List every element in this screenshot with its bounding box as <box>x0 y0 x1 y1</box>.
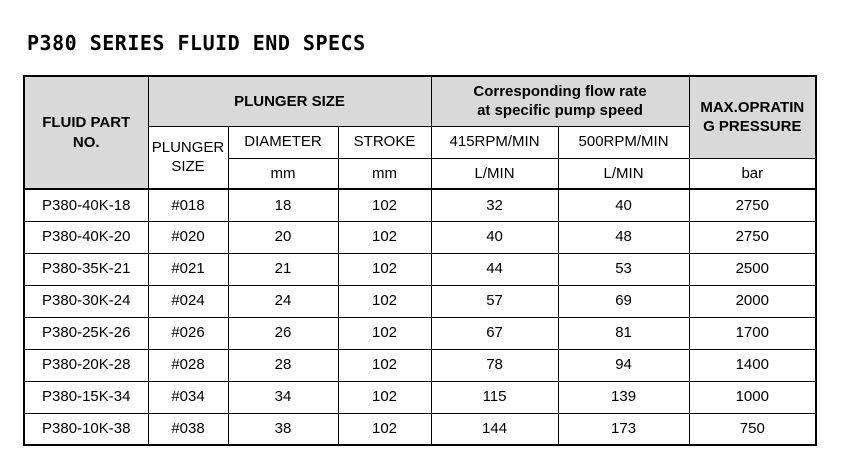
cell-plunger-size: #020 <box>147 220 229 254</box>
cell-flow-415rpm: 115 <box>430 380 559 414</box>
cell-stroke-mm: 102 <box>337 220 432 254</box>
table-row: P380-20K-28 #028 28 102 78 94 1400 <box>23 348 817 382</box>
cell-flow-500rpm: 94 <box>557 348 690 382</box>
table-row: P380-40K-18 #018 18 102 32 40 2750 <box>23 188 817 222</box>
cell-fluid-part-no: P380-35K-21 <box>23 252 149 286</box>
unit-pressure-bar: bar <box>688 157 817 190</box>
cell-flow-500rpm: 81 <box>557 316 690 350</box>
unit-stroke-mm: mm <box>337 157 432 190</box>
table-row: P380-25K-26 #026 26 102 67 81 1700 <box>23 316 817 350</box>
header-500rpm: 500RPM/MIN <box>557 125 690 159</box>
cell-flow-415rpm: 144 <box>430 412 559 446</box>
cell-diameter-mm: 24 <box>227 284 339 318</box>
header-diameter: DIAMETER <box>227 125 339 159</box>
cell-max-pressure-bar: 1000 <box>688 380 817 414</box>
cell-fluid-part-no: P380-40K-20 <box>23 220 149 254</box>
cell-flow-500rpm: 48 <box>557 220 690 254</box>
cell-fluid-part-no: P380-10K-38 <box>23 412 149 446</box>
cell-flow-415rpm: 40 <box>430 220 559 254</box>
cell-flow-415rpm: 78 <box>430 348 559 382</box>
header-plunger-size: PLUNGER SIZE <box>147 125 229 190</box>
cell-stroke-mm: 102 <box>337 380 432 414</box>
cell-flow-415rpm: 44 <box>430 252 559 286</box>
cell-plunger-size: #018 <box>147 188 229 222</box>
cell-flow-415rpm: 67 <box>430 316 559 350</box>
table-row: P380-30K-24 #024 24 102 57 69 2000 <box>23 284 817 318</box>
cell-fluid-part-no: P380-15K-34 <box>23 380 149 414</box>
header-max-operating-pressure: MAX.OPRATIN G PRESSURE <box>688 75 817 159</box>
cell-diameter-mm: 26 <box>227 316 339 350</box>
unit-diameter-mm: mm <box>227 157 339 190</box>
cell-diameter-mm: 38 <box>227 412 339 446</box>
cell-stroke-mm: 102 <box>337 316 432 350</box>
cell-diameter-mm: 21 <box>227 252 339 286</box>
cell-flow-500rpm: 139 <box>557 380 690 414</box>
cell-flow-500rpm: 40 <box>557 188 690 222</box>
cell-plunger-size: #021 <box>147 252 229 286</box>
table-row: P380-15K-34 #034 34 102 115 139 1000 <box>23 380 817 414</box>
cell-plunger-size: #034 <box>147 380 229 414</box>
cell-diameter-mm: 34 <box>227 380 339 414</box>
unit-415-lmin: L/MIN <box>430 157 559 190</box>
unit-500-lmin: L/MIN <box>557 157 690 190</box>
cell-flow-415rpm: 57 <box>430 284 559 318</box>
spec-table-body: P380-40K-18 #018 18 102 32 40 2750 P380-40K-20 #… <box>23 188 817 446</box>
header-415rpm: 415RPM/MIN <box>430 125 559 159</box>
cell-max-pressure-bar: 1400 <box>688 348 817 382</box>
cell-max-pressure-bar: 1700 <box>688 316 817 350</box>
table-row: P380-35K-21 #021 21 102 44 53 2500 <box>23 252 817 286</box>
header-flow-rate-group: Corresponding flow rate at specific pump… <box>430 75 690 127</box>
cell-diameter-mm: 18 <box>227 188 339 222</box>
cell-flow-500rpm: 69 <box>557 284 690 318</box>
cell-plunger-size: #024 <box>147 284 229 318</box>
header-plunger-size-group: PLUNGER SIZE <box>147 75 432 127</box>
cell-max-pressure-bar: 750 <box>688 412 817 446</box>
cell-flow-415rpm: 32 <box>430 188 559 222</box>
cell-fluid-part-no: P380-25K-26 <box>23 316 149 350</box>
spec-table: FLUID PART NO. PLUNGER SIZE Correspondin… <box>23 75 818 446</box>
header-row-groups: FLUID PART NO. PLUNGER SIZE Correspondin… <box>23 75 817 190</box>
cell-diameter-mm: 20 <box>227 220 339 254</box>
table-row: P380-10K-38 #038 38 102 144 173 750 <box>23 412 817 446</box>
cell-max-pressure-bar: 2500 <box>688 252 817 286</box>
spec-table-header: FLUID PART NO. PLUNGER SIZE Correspondin… <box>23 75 817 190</box>
cell-max-pressure-bar: 2000 <box>688 284 817 318</box>
cell-stroke-mm: 102 <box>337 284 432 318</box>
cell-fluid-part-no: P380-30K-24 <box>23 284 149 318</box>
cell-stroke-mm: 102 <box>337 348 432 382</box>
cell-stroke-mm: 102 <box>337 412 432 446</box>
header-row-columns: PLUNGER SIZE DIAMETER STROKE 415RPM/MIN … <box>24 125 816 190</box>
cell-diameter-mm: 28 <box>227 348 339 382</box>
cell-max-pressure-bar: 2750 <box>688 220 817 254</box>
cell-max-pressure-bar: 2750 <box>688 188 817 222</box>
cell-stroke-mm: 102 <box>337 188 432 222</box>
cell-fluid-part-no: P380-40K-18 <box>23 188 149 222</box>
cell-plunger-size: #038 <box>147 412 229 446</box>
cell-stroke-mm: 102 <box>337 252 432 286</box>
header-stroke: STROKE <box>337 125 432 159</box>
header-fluid-part-no: FLUID PART NO. <box>23 75 149 190</box>
cell-plunger-size: #026 <box>147 316 229 350</box>
cell-flow-500rpm: 173 <box>557 412 690 446</box>
cell-fluid-part-no: P380-20K-28 <box>23 348 149 382</box>
cell-plunger-size: #028 <box>147 348 229 382</box>
table-row: P380-40K-20 #020 20 102 40 48 2750 <box>23 220 817 254</box>
cell-flow-500rpm: 53 <box>557 252 690 286</box>
page-title: P380 SERIES FLUID END SPECS <box>27 31 366 55</box>
